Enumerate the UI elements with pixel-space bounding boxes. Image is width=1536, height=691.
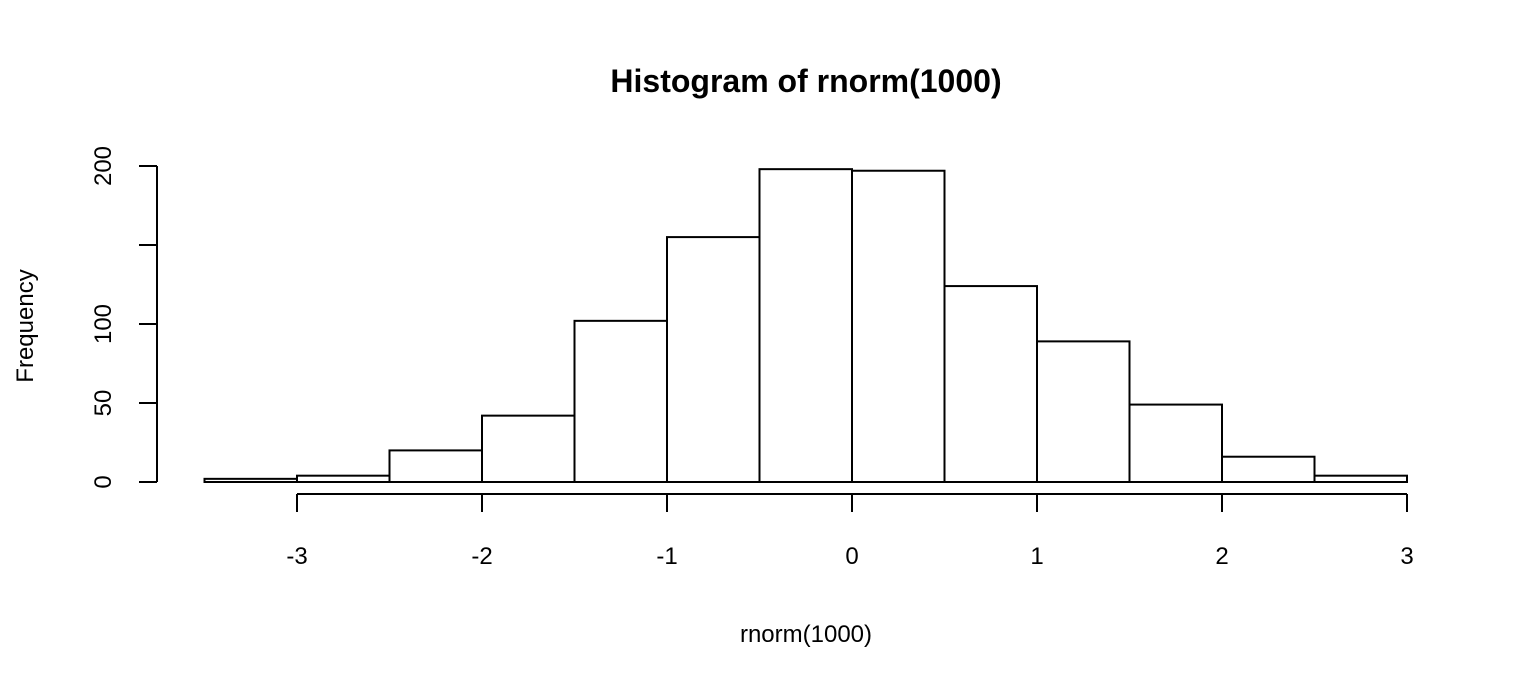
x-axis-ticks: -3 -2 -1 0 1 2 3 — [286, 494, 1414, 570]
histogram-bar — [481, 414, 576, 484]
histogram-bar — [943, 285, 1038, 483]
x-tick-label: 2 — [1215, 543, 1228, 570]
histogram-bar — [1036, 340, 1131, 483]
x-tick-label: 1 — [1030, 543, 1043, 570]
y-axis-ticks: 0 50 100 200 — [90, 146, 157, 489]
y-tick-label: 100 — [90, 304, 117, 344]
histogram-bar — [203, 477, 298, 483]
histogram-bar — [666, 236, 761, 483]
y-axis-label: Frequency — [12, 269, 39, 382]
y-tick-label: 50 — [90, 390, 117, 417]
y-tick-label: 200 — [90, 146, 117, 186]
x-tick-label: -2 — [471, 543, 492, 570]
histogram-bar — [388, 449, 483, 483]
histogram-bar — [296, 474, 391, 483]
x-tick-label: -3 — [286, 543, 307, 570]
histogram-bar — [1221, 455, 1316, 484]
y-tick-label: 0 — [90, 475, 117, 488]
histogram-bar — [851, 169, 946, 484]
histogram-bar — [1128, 403, 1223, 483]
histogram-bar — [573, 319, 668, 483]
bars-group — [203, 168, 1408, 484]
histogram-bar — [1313, 474, 1408, 483]
x-tick-label: 0 — [845, 543, 858, 570]
histogram-bar — [758, 168, 853, 483]
x-tick-label: 3 — [1400, 543, 1413, 570]
x-tick-label: -1 — [656, 543, 677, 570]
x-axis-label: rnorm(1000) — [740, 621, 872, 648]
chart-title: Histogram of rnorm(1000) — [610, 63, 1001, 99]
